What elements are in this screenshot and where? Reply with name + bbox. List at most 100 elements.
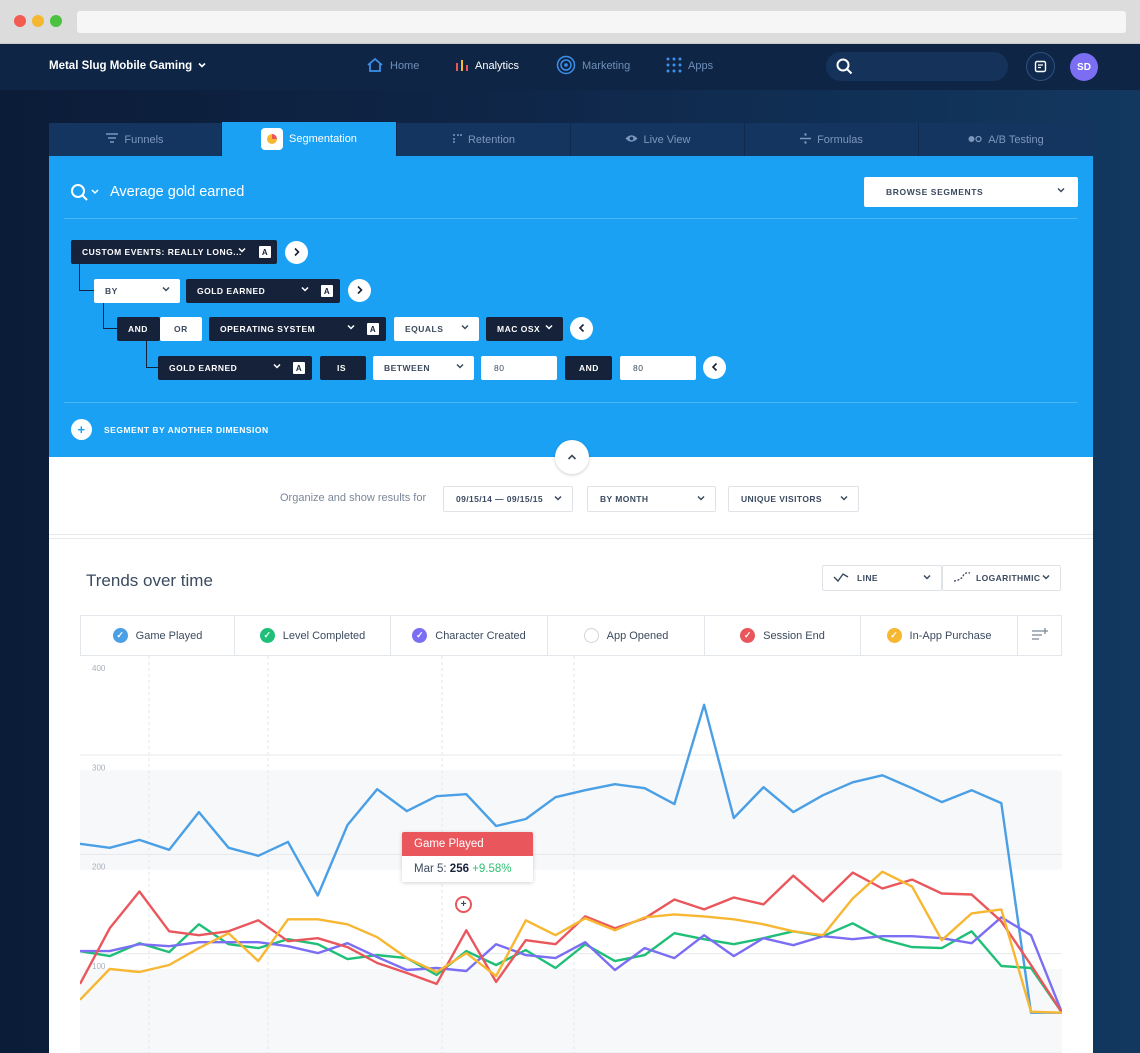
nav-marketing[interactable]: Marketing — [556, 55, 631, 76]
by-selector[interactable]: BY — [94, 279, 180, 303]
collapse-panel-button[interactable] — [555, 440, 589, 474]
chart-canvas: 400 300 200 100 — [80, 656, 1062, 1053]
legend-item-game-played[interactable]: ✓ Game Played — [81, 616, 235, 655]
by-property-label: GOLD EARNED — [197, 286, 266, 296]
y-tick-label: 100 — [92, 962, 106, 971]
line-chart-icon — [833, 571, 849, 585]
collapse-button[interactable] — [570, 317, 593, 340]
notifications-icon[interactable] — [1026, 52, 1055, 81]
tab-ab-testing[interactable]: A/B Testing — [919, 123, 1093, 156]
tab-live-view[interactable]: Live View — [571, 123, 745, 156]
a-badge: A — [293, 362, 305, 374]
bar-chart-icon — [455, 58, 469, 75]
chevron-down-icon[interactable] — [197, 60, 207, 73]
a-badge: A — [321, 285, 333, 297]
unchecked-circle-icon — [583, 628, 599, 643]
series-line-session-end[interactable] — [80, 871, 1062, 1014]
from-value: 80 — [494, 363, 505, 373]
grouping-selector[interactable]: BY MONTH — [587, 486, 716, 512]
legend-item-character-created[interactable]: ✓ Character Created — [391, 616, 548, 655]
by-selector-label: BY — [105, 286, 118, 296]
expand-button[interactable] — [348, 279, 371, 302]
os-value-selector[interactable]: MAC OSX — [486, 317, 563, 341]
browse-segments-dropdown[interactable]: BROWSE SEGMENTS — [864, 177, 1078, 207]
check-icon: ✓ — [259, 628, 275, 643]
add-annotation-marker[interactable]: + — [455, 896, 472, 913]
chevron-down-icon — [1041, 572, 1051, 585]
and-toggle-label: AND — [128, 324, 148, 334]
gold-field-selector[interactable]: GOLD EARNED A — [158, 356, 312, 380]
legend-item-level-completed[interactable]: ✓ Level Completed — [235, 616, 391, 655]
between-selector[interactable]: BETWEEN — [373, 356, 474, 380]
divider — [49, 534, 1093, 535]
nav-marketing-label: Marketing — [582, 60, 631, 72]
nav-home[interactable]: Home — [366, 56, 419, 76]
tab-segmentation[interactable]: Segmentation — [222, 122, 397, 156]
divider — [64, 402, 1077, 403]
or-toggle[interactable]: OR — [160, 317, 202, 341]
search-icon[interactable] — [70, 182, 100, 207]
chart-band — [80, 969, 1062, 1053]
chart-type-selector[interactable]: LINE — [822, 565, 942, 591]
trends-chart: 400 300 200 100 — [80, 656, 1062, 1053]
tree-connector — [79, 264, 95, 291]
add-dimension-button[interactable]: + SEGMENT BY ANOTHER DIMENSION — [71, 419, 269, 440]
chevron-down-icon — [161, 284, 171, 297]
check-icon: ✓ — [886, 628, 902, 643]
from-value-input[interactable]: 80 — [481, 356, 557, 380]
avatar[interactable]: SD — [1070, 53, 1098, 81]
nav-analytics[interactable]: Analytics — [455, 56, 519, 76]
by-property-selector[interactable]: GOLD EARNED A — [186, 279, 340, 303]
nav-apps[interactable]: Apps — [666, 56, 713, 76]
to-value-input[interactable]: 80 — [620, 356, 696, 380]
and-operator: AND — [565, 356, 612, 380]
tab-segmentation-label: Segmentation — [289, 133, 357, 145]
chevron-down-icon — [272, 361, 282, 374]
to-value: 80 — [633, 363, 644, 373]
equals-label: EQUALS — [405, 324, 444, 334]
plus-icon: + — [71, 419, 92, 440]
minimize-window-dot[interactable] — [32, 15, 44, 27]
tab-retention-label: Retention — [467, 133, 516, 146]
tab-ab-testing-label: A/B Testing — [988, 133, 1044, 146]
tree-connector — [146, 341, 159, 368]
and-toggle[interactable]: AND — [117, 317, 160, 341]
tab-retention[interactable]: Retention — [397, 123, 571, 156]
a-badge: A — [367, 323, 379, 335]
tab-formulas[interactable]: Formulas — [745, 123, 919, 156]
legend-item-app-opened[interactable]: App Opened — [548, 616, 705, 655]
gold-field-label: GOLD EARNED — [169, 363, 238, 373]
scale-selector[interactable]: LOGARITHMIC — [942, 565, 1061, 591]
series-line-game-played[interactable] — [80, 703, 1062, 1014]
tab-funnels[interactable]: Funnels — [49, 123, 222, 156]
collapse-button[interactable] — [703, 356, 726, 379]
event-selector[interactable]: CUSTOM EVENTS: REALLY LONG... A — [71, 240, 277, 264]
funnel-icon — [106, 133, 119, 146]
chevron-down-icon — [237, 245, 247, 258]
metric-selector[interactable]: UNIQUE VISITORS — [728, 486, 859, 512]
search-input[interactable] — [826, 52, 1008, 81]
legend-label: Game Played — [135, 629, 203, 642]
series-line-in-app-purchase[interactable] — [80, 870, 1062, 1014]
chart-legend: ✓ Game Played ✓ Level Completed ✓ Charac… — [80, 615, 1062, 656]
is-operator-label: IS — [337, 363, 347, 373]
os-field-label: OPERATING SYSTEM — [220, 324, 316, 334]
series-line-character-created[interactable] — [80, 916, 1062, 1014]
nav-analytics-label: Analytics — [475, 60, 520, 72]
legend-menu-button[interactable] — [1018, 616, 1061, 655]
date-range-selector[interactable]: 09/15/14 — 09/15/15 — [443, 486, 573, 512]
nav-home-label: Home — [390, 60, 420, 72]
os-field-selector[interactable]: OPERATING SYSTEM A — [209, 317, 386, 341]
address-bar[interactable] — [77, 11, 1126, 33]
query-title[interactable]: Average gold earned — [110, 184, 245, 200]
equals-selector[interactable]: EQUALS — [394, 317, 479, 341]
legend-item-in-app-purchase[interactable]: ✓ In-App Purchase — [861, 616, 1018, 655]
add-dimension-label: SEGMENT BY ANOTHER DIMENSION — [104, 424, 269, 435]
close-window-dot[interactable] — [14, 15, 26, 27]
expand-button[interactable] — [285, 241, 308, 264]
chevron-down-icon — [346, 322, 356, 335]
org-name[interactable]: Metal Slug Mobile Gaming — [49, 60, 193, 72]
maximize-window-dot[interactable] — [50, 15, 62, 27]
legend-item-session-end[interactable]: ✓ Session End — [705, 616, 861, 655]
scale-label: LOGARITHMIC — [976, 573, 1041, 583]
